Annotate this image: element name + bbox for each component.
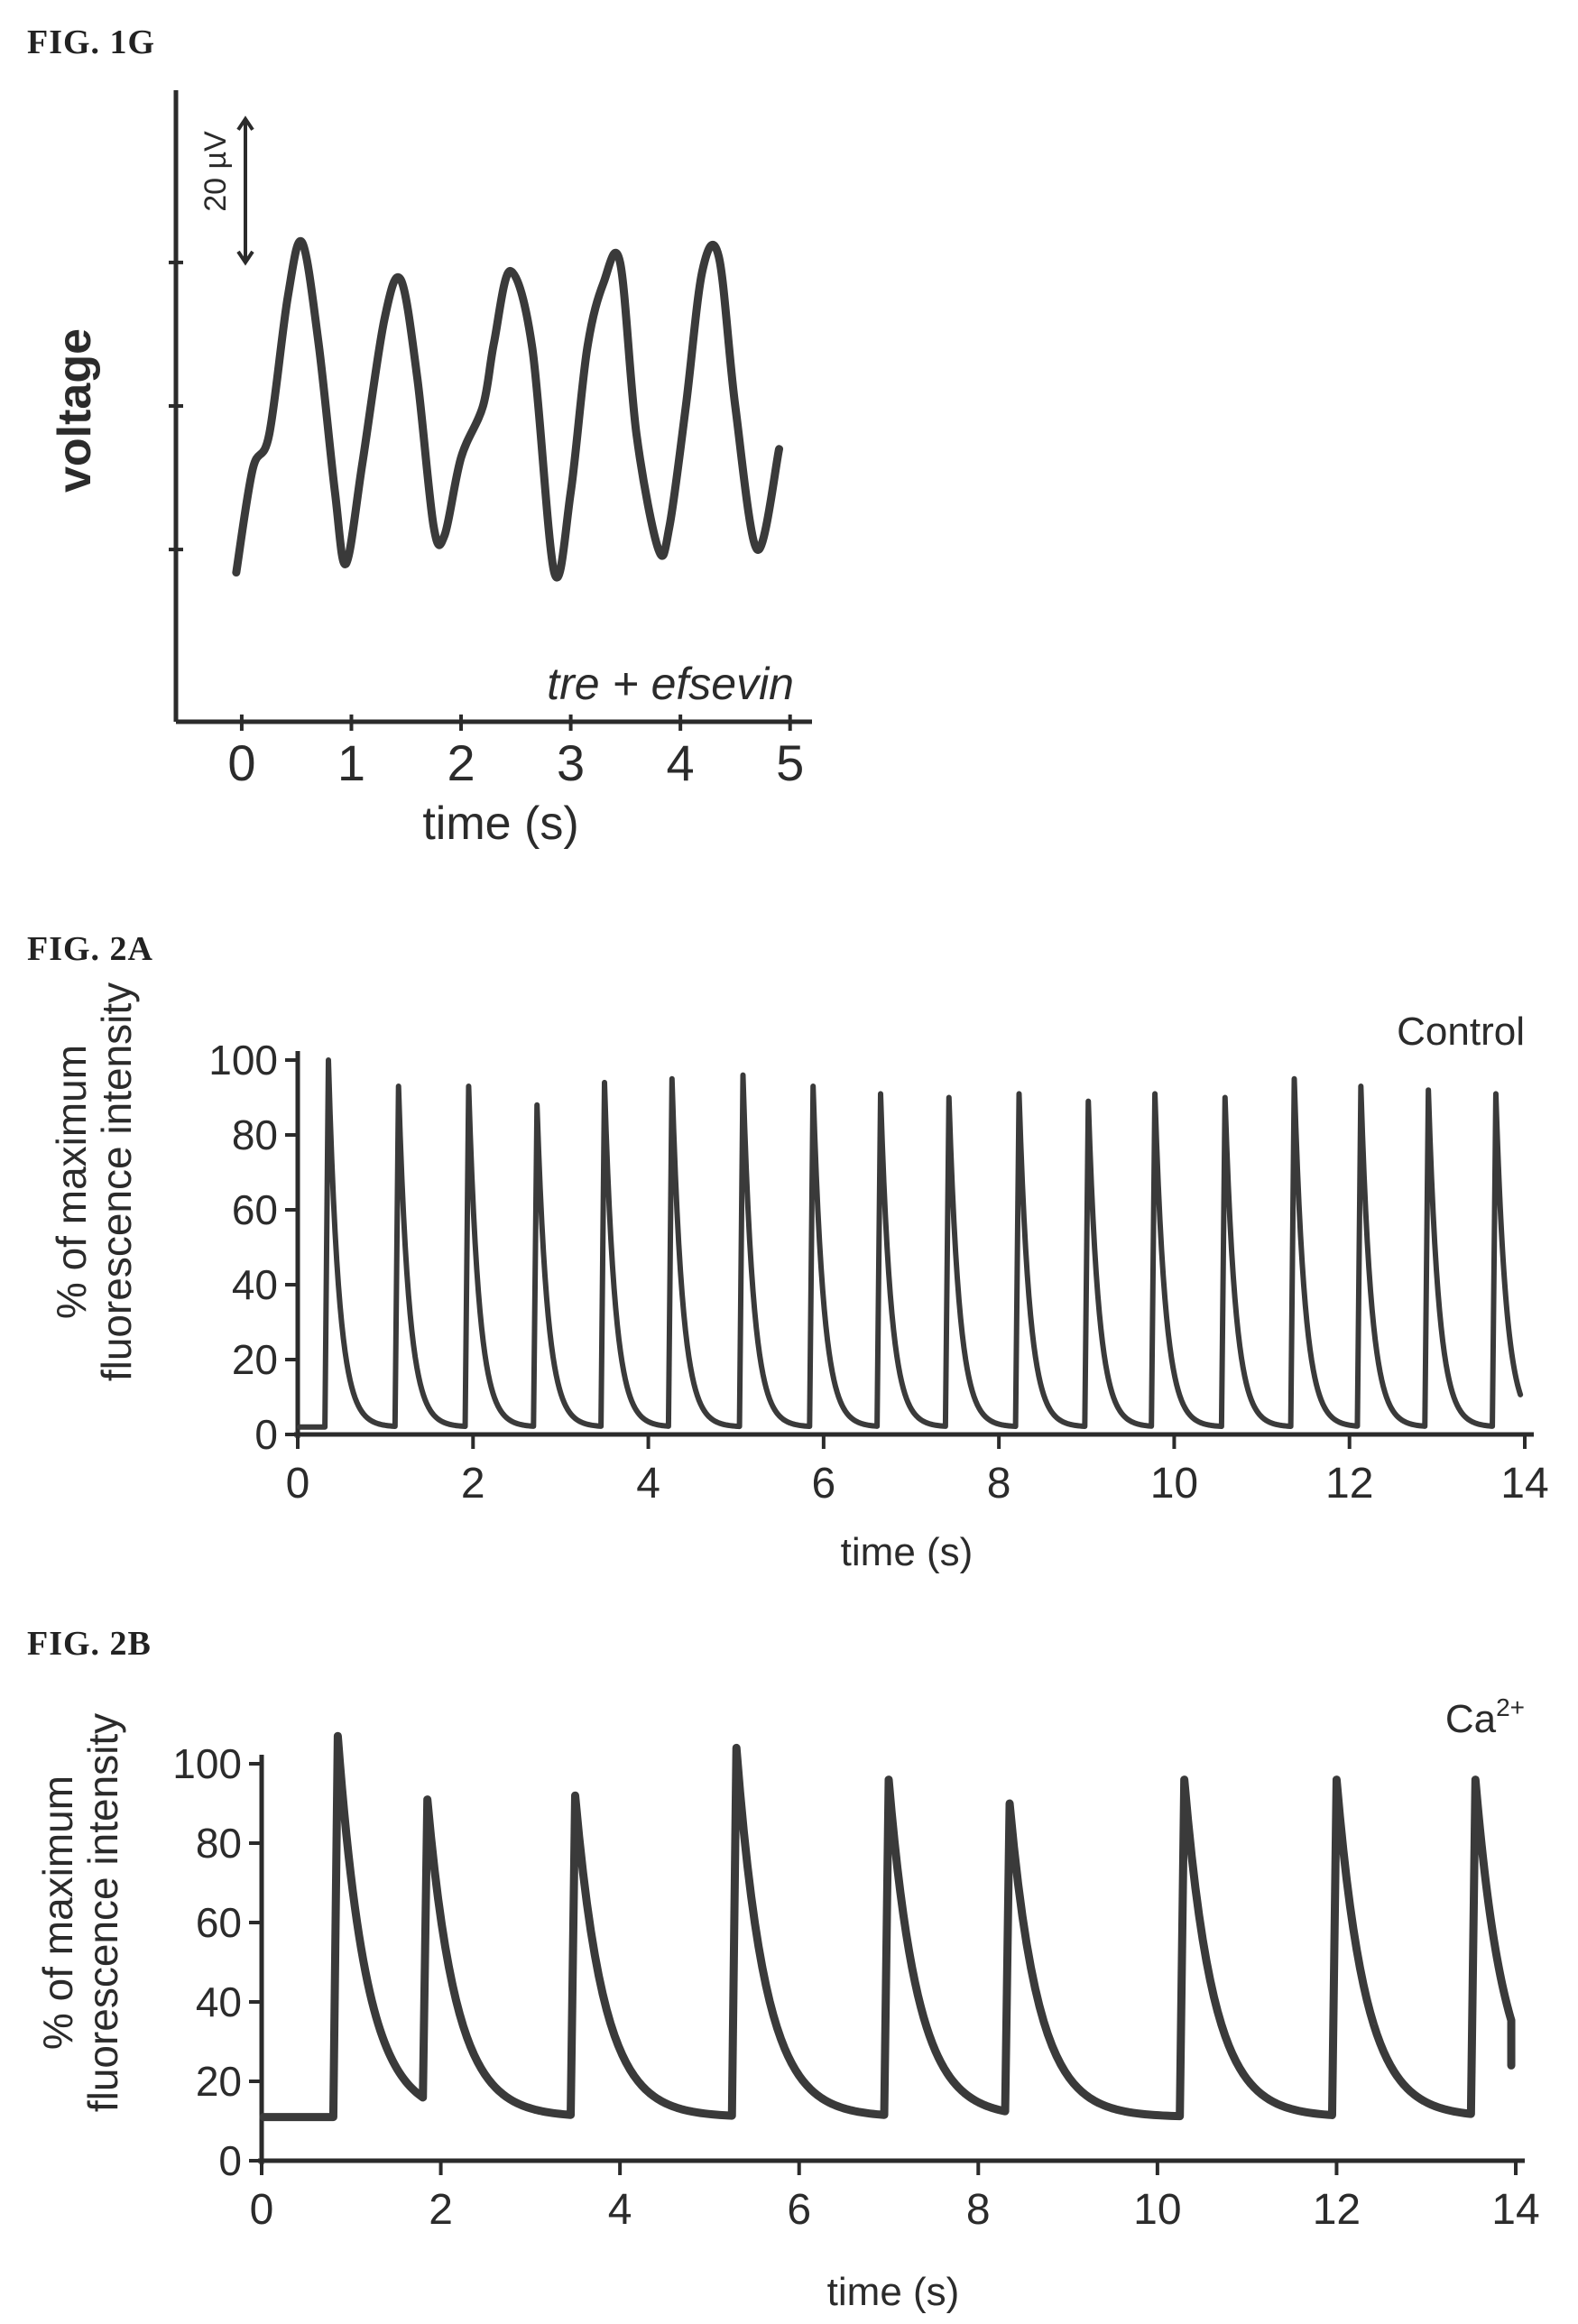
fig-1g-x-tick-label: 0 <box>227 734 255 791</box>
scale-bar-arrow-up <box>236 115 254 131</box>
scale-bar-arrow-down <box>236 250 254 266</box>
fig-1g-annotation: tre + efsevin <box>547 659 794 709</box>
a2-x-tick-label: 14 <box>1500 1460 1548 1508</box>
fig-1g-x-tick-label: 5 <box>776 734 804 791</box>
b2-y-tick-label: 0 <box>218 2137 242 2184</box>
b2-x-tick-label: 12 <box>1313 2186 1361 2234</box>
b2-x-tick-label: 2 <box>429 2186 453 2234</box>
b2-y-tick-label: 40 <box>196 1978 242 2025</box>
b2-y-tick-label: 20 <box>196 2058 242 2105</box>
a2-x-tick-label: 8 <box>987 1460 1011 1508</box>
fig-2a-ticks: 0 20 40 60 80 100 0 2 4 6 8 10 12 14 <box>208 1037 1548 1508</box>
fig-2a-axes <box>294 1051 1534 1438</box>
fig-2b-ylabel-line2: fluorescence intensity <box>79 1713 126 2112</box>
a2-x-tick-label: 0 <box>286 1460 310 1508</box>
a2-y-tick-label: 40 <box>232 1261 278 1308</box>
fig-2b-annotation: Ca2+ <box>1445 1693 1525 1741</box>
fig-2b-ticks: 0 20 40 60 80 100 0 2 4 6 8 10 12 14 <box>172 1740 1539 2234</box>
fig-2b-ylabel-line1: % of maximum <box>34 1775 81 2050</box>
a2-y-tick-label: 80 <box>232 1111 278 1158</box>
fig-1g-x-ticks: 0 1 2 3 4 5 <box>227 715 804 791</box>
fig-2b-fluorescence-trace <box>259 1731 1516 2122</box>
fig-1g-x-tick-label: 3 <box>557 734 585 791</box>
fig-1g-ylabel: voltage <box>49 328 101 493</box>
fig-1g-chart: 0 1 2 3 4 5 time (s) voltage tre + efsevin 20… <box>49 90 812 850</box>
b2-x-tick-label: 14 <box>1491 2186 1539 2234</box>
a2-x-tick-label: 6 <box>812 1460 836 1508</box>
fig-2a-ylabel-line1: % of maximum <box>48 1045 95 1319</box>
fig-2b-axes <box>258 1755 1525 2164</box>
fig-2b-xlabel: time (s) <box>827 2270 960 2314</box>
a2-x-tick-label: 4 <box>636 1460 660 1508</box>
fig-1g-axes <box>169 90 812 724</box>
a2-x-tick-label: 2 <box>461 1460 485 1508</box>
fig-1g-x-tick-label: 2 <box>447 734 475 791</box>
b2-x-tick-label: 0 <box>250 2186 274 2234</box>
fig-2b-annotation-base: Ca <box>1445 1697 1497 1741</box>
fig-1g-x-tick-label: 1 <box>337 734 365 791</box>
fig-1g-scalebar-label: 20 µV <box>198 131 233 212</box>
fig-2a-annotation: Control <box>1397 1010 1525 1054</box>
b2-y-tick-label: 80 <box>196 1820 242 1867</box>
fig-2a-ylabel-line2: fluorescence intensity <box>93 982 140 1381</box>
b2-x-tick-label: 8 <box>966 2186 991 2234</box>
b2-y-tick-label: 60 <box>196 1899 242 1946</box>
fig-1g-xlabel: time (s) <box>422 798 578 850</box>
a2-y-tick-label: 100 <box>208 1037 278 1084</box>
fig-2a-fluorescence-trace <box>296 1057 1524 1430</box>
fig-1g-scale-bar <box>236 115 254 266</box>
fig-2b-chart: 0 20 40 60 80 100 0 2 4 6 8 10 12 14 time (s) % of ma… <box>34 1693 1540 2314</box>
fig-2b-label: FIG. 2B <box>27 1625 152 1663</box>
fig-1g-voltage-trace <box>232 236 784 582</box>
b2-x-tick-label: 10 <box>1133 2186 1181 2234</box>
a2-x-tick-label: 12 <box>1325 1460 1373 1508</box>
b2-x-tick-label: 6 <box>787 2186 811 2234</box>
fig-2a-label: FIG. 2A <box>27 930 153 968</box>
a2-x-tick-label: 10 <box>1150 1460 1198 1508</box>
a2-y-tick-label: 0 <box>254 1411 278 1458</box>
fig-1g-x-tick-label: 4 <box>667 734 695 791</box>
fig-1g-label: FIG. 1G <box>27 23 156 61</box>
fig-2a-chart: 0 20 40 60 80 100 0 2 4 6 8 10 12 14 time (s) % of ma… <box>48 982 1549 1574</box>
a2-y-tick-label: 20 <box>232 1336 278 1383</box>
fig-2b-annotation-superscript: 2+ <box>1496 1693 1525 1721</box>
a2-y-tick-label: 60 <box>232 1186 278 1233</box>
fig-2a-xlabel: time (s) <box>841 1530 974 1574</box>
b2-y-tick-label: 100 <box>172 1740 242 1787</box>
b2-x-tick-label: 4 <box>608 2186 632 2234</box>
